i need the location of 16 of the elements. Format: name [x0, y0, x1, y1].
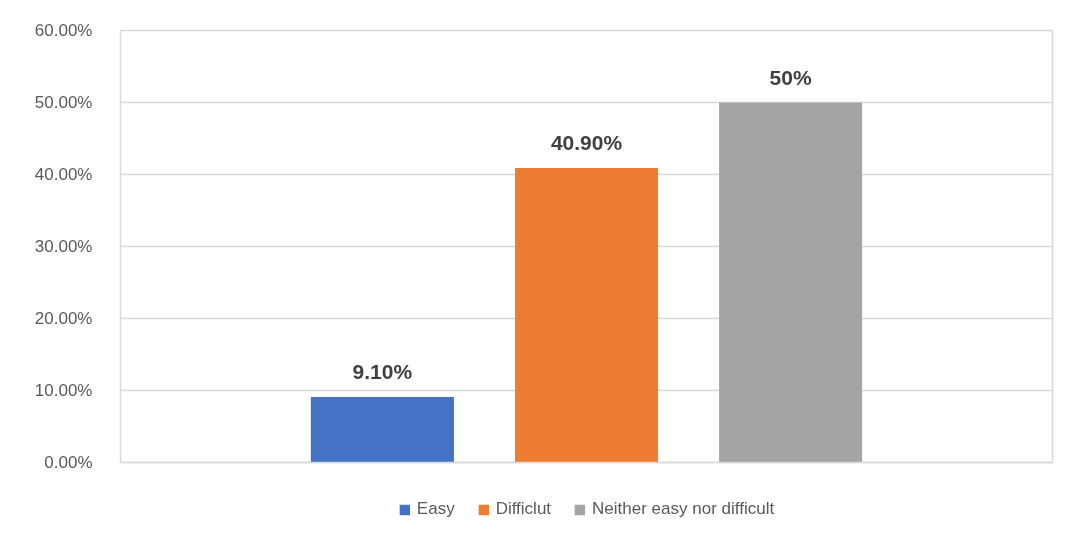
bar: [719, 102, 863, 463]
legend-label: Easy: [416, 499, 455, 519]
y-tick-label: 40.00%: [34, 165, 93, 184]
y-tick-label: 0.00%: [44, 453, 93, 472]
data-label: 9.10%: [352, 359, 413, 383]
y-tick-label: 50.00%: [34, 93, 93, 112]
y-tick-label: 30.00%: [34, 237, 93, 256]
data-label: 40.90%: [550, 131, 623, 155]
legend-label: Difficlut: [495, 499, 552, 519]
bar: [310, 396, 454, 463]
data-label: 50%: [769, 65, 812, 89]
bar: [514, 168, 659, 463]
y-tick-label: 20.00%: [34, 309, 93, 328]
legend-label: Neither easy nor difficult: [592, 499, 775, 519]
y-tick-label: 10.00%: [34, 381, 93, 400]
y-tick-label: 60.00%: [34, 21, 93, 40]
